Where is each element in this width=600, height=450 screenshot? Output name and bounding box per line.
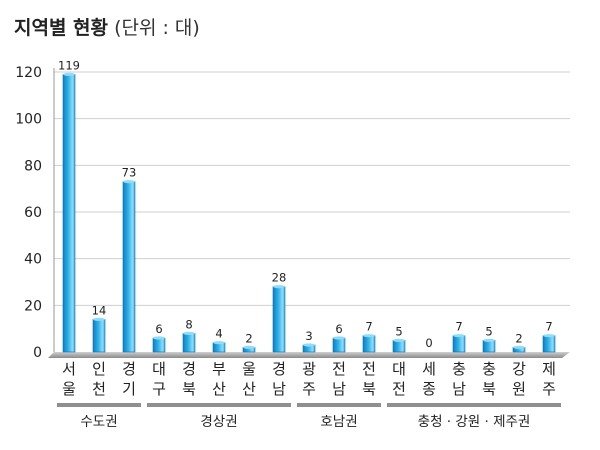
- bar-top: [153, 336, 165, 340]
- category-label-top: 울: [242, 360, 256, 378]
- bar-top: [243, 345, 255, 349]
- bar-top: [363, 334, 375, 338]
- bar: [362, 335, 376, 353]
- title-unit: (단위 : 대): [114, 17, 200, 39]
- bar: [122, 181, 136, 353]
- category-label-bottom: 북: [482, 380, 496, 398]
- chart-title: 지역별 현황 (단위 : 대): [14, 13, 200, 40]
- group-band: [297, 403, 381, 407]
- data-label: 7: [365, 320, 372, 334]
- bar: [332, 337, 346, 353]
- chart-floor: [48, 352, 570, 358]
- category-label-top: 경: [272, 360, 286, 378]
- data-label: 4: [215, 327, 222, 341]
- category-label-bottom: 구: [152, 380, 166, 398]
- bar-top: [543, 334, 555, 338]
- data-label: 28: [272, 271, 287, 285]
- category-label-top: 부: [212, 360, 226, 378]
- bar-top: [213, 341, 225, 345]
- data-label: 5: [395, 324, 402, 338]
- category-label-top: 충: [452, 360, 466, 378]
- bar-top: [393, 338, 405, 342]
- data-label: 2: [245, 331, 252, 345]
- group-label: 경상권: [200, 414, 237, 430]
- category-label-bottom: 산: [242, 380, 256, 398]
- group-label: 호남권: [320, 414, 357, 430]
- y-tick-label: 120: [15, 65, 42, 81]
- category-label-bottom: 기: [122, 380, 136, 398]
- title-main: 지역별 현황: [14, 17, 109, 39]
- bar-top: [273, 285, 285, 289]
- bar-top: [63, 72, 75, 76]
- category-label-bottom: 주: [542, 380, 556, 398]
- data-label: 0: [425, 336, 432, 350]
- category-label-bottom: 남: [452, 380, 466, 398]
- bar-top: [93, 317, 105, 321]
- category-label-bottom: 주: [302, 380, 316, 398]
- bar: [452, 335, 466, 353]
- bar-top: [513, 345, 525, 349]
- bar: [542, 335, 556, 353]
- category-label-top: 세: [422, 360, 436, 378]
- category-label-top: 대: [392, 360, 406, 378]
- bar-top: [453, 334, 465, 338]
- bar-top: [303, 343, 315, 347]
- bar-top: [483, 338, 495, 342]
- category-label-bottom: 종: [422, 380, 436, 398]
- group-label: 수도권: [80, 414, 117, 430]
- data-label: 6: [335, 322, 342, 336]
- category-label-bottom: 원: [512, 380, 526, 398]
- category-label-bottom: 전: [392, 380, 406, 398]
- group-band: [57, 403, 141, 407]
- data-label: 8: [185, 317, 192, 331]
- data-label: 2: [515, 331, 522, 345]
- bar: [182, 333, 196, 353]
- bar: [482, 340, 496, 353]
- category-label-bottom: 남: [332, 380, 346, 398]
- y-tick-label: 40: [24, 252, 42, 268]
- y-tick-label: 20: [24, 298, 42, 314]
- group-label: 충청 · 강원 · 제주권: [418, 414, 531, 430]
- data-label: 73: [122, 166, 137, 180]
- data-label: 119: [58, 58, 80, 72]
- bar-top: [333, 336, 345, 340]
- category-label-top: 경: [122, 360, 136, 378]
- category-label-bottom: 남: [272, 380, 286, 398]
- category-label-top: 제: [542, 360, 556, 378]
- bar: [92, 319, 106, 353]
- group-band: [387, 403, 561, 407]
- data-label: 6: [155, 322, 162, 336]
- y-tick-label: 0: [33, 345, 42, 361]
- category-label-top: 대: [152, 360, 166, 378]
- category-label-top: 전: [362, 360, 376, 378]
- bar: [272, 286, 286, 353]
- data-label: 7: [545, 320, 552, 334]
- y-tick-label: 100: [15, 112, 42, 128]
- data-label: 3: [305, 329, 312, 343]
- category-label-bottom: 산: [212, 380, 226, 398]
- category-label-top: 충: [482, 360, 496, 378]
- category-label-bottom: 북: [362, 380, 376, 398]
- y-tick-label: 60: [24, 205, 42, 221]
- category-label-top: 전: [332, 360, 346, 378]
- data-label: 14: [92, 303, 107, 317]
- y-tick-label: 80: [24, 158, 42, 174]
- bar: [152, 337, 166, 353]
- bar-top: [183, 331, 195, 335]
- category-label-top: 경: [182, 360, 196, 378]
- bar: [392, 340, 406, 353]
- category-label-bottom: 북: [182, 380, 196, 398]
- data-label: 7: [455, 320, 462, 334]
- category-label-top: 광: [302, 360, 316, 378]
- bar: [62, 74, 76, 353]
- category-label-top: 서: [62, 360, 76, 378]
- category-label-bottom: 울: [62, 380, 76, 398]
- data-label: 5: [485, 324, 492, 338]
- category-label-top: 강: [512, 360, 526, 378]
- category-label-bottom: 천: [92, 380, 106, 398]
- group-band: [147, 403, 291, 407]
- category-label-top: 인: [92, 360, 106, 378]
- bar-top: [123, 180, 135, 184]
